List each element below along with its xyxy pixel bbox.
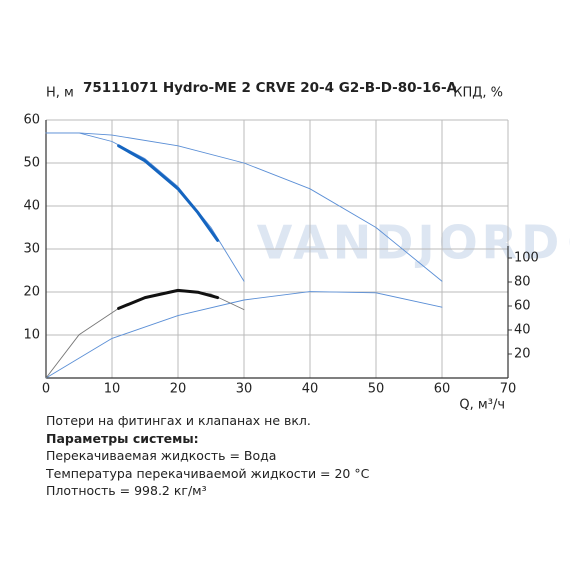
curve: [45, 132, 443, 282]
y2-tick-label: 100: [514, 251, 539, 266]
y-tick-label: 20: [23, 285, 40, 300]
y-tick-label: 30: [23, 242, 40, 257]
y2-tick-label: 40: [514, 323, 531, 338]
x-axis-label: Q, м³/ч: [459, 398, 505, 413]
x-tick-label: 50: [368, 382, 385, 397]
x-tick-label: 10: [104, 382, 121, 397]
x-tick-label: 40: [302, 382, 319, 397]
curve: [117, 144, 220, 242]
curve: [45, 132, 245, 282]
y-tick-label: 40: [23, 199, 40, 214]
y2-tick-label: 80: [514, 275, 531, 290]
watermark: VANDJORD®: [257, 216, 570, 270]
y-tick-label: 10: [23, 328, 40, 343]
y2-tick-label: 20: [514, 347, 531, 362]
note: Потери на фитингах и клапанах не вкл.: [46, 413, 311, 428]
note: Параметры системы:: [46, 430, 199, 446]
curve: [45, 291, 443, 379]
y-axis-label: H, м: [46, 86, 74, 101]
note: Плотность = 998.2 кг/м³: [46, 483, 207, 498]
y-tick-label: 50: [23, 156, 40, 171]
note: Температура перекачиваемой жидкости = 20…: [46, 465, 370, 481]
y2-tick-label: 60: [514, 299, 531, 314]
notes: Потери на фитингах и клапанах не вкл. Па…: [46, 412, 369, 500]
curve: [45, 289, 245, 379]
x-tick-label: 30: [236, 382, 253, 397]
x-tick-label: 60: [434, 382, 451, 397]
note: Перекачиваемая жидкость = Вода: [46, 448, 277, 463]
curve: [117, 288, 220, 310]
y2-axis-label: КПД, %: [453, 86, 503, 101]
y-tick-label: 60: [23, 113, 40, 128]
x-tick-label: 70: [500, 382, 517, 397]
chart-title: 75111071 Hydro-ME 2 CRVE 20-4 G2-B-D-80-…: [83, 80, 458, 96]
x-tick-label: 0: [42, 382, 50, 397]
x-tick-label: 20: [170, 382, 187, 397]
